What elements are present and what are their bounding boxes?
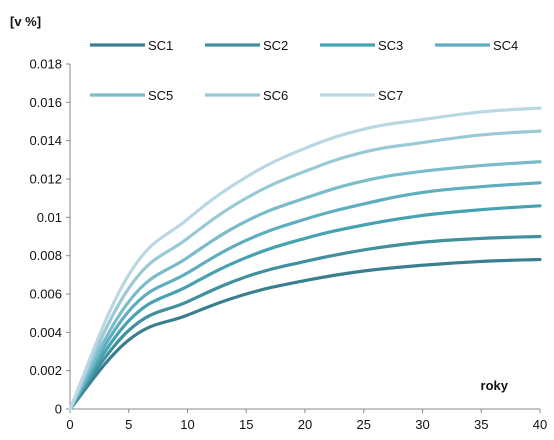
series-lines bbox=[68, 106, 542, 411]
axes: 0 0.002 0.004 0.006 0.008 0.01 0.012 0.014 0.016… bbox=[29, 57, 547, 433]
x-tick-label: 40 bbox=[533, 417, 547, 432]
x-tick-label: 5 bbox=[125, 417, 132, 432]
y-tick-label: 0.006 bbox=[29, 287, 62, 302]
series-line-sc3 bbox=[68, 204, 542, 411]
legend-label-sc7: SC7 bbox=[378, 88, 403, 103]
x-tick-label: 30 bbox=[415, 417, 429, 432]
x-tick-label: 35 bbox=[474, 417, 488, 432]
series-line-sc4 bbox=[68, 181, 542, 411]
legend: SC1 SC2 SC3 SC4 SC5 SC6 SC7 bbox=[90, 38, 518, 103]
series-line-sc5 bbox=[68, 160, 542, 411]
x-tick-label: 0 bbox=[66, 417, 73, 432]
y-tick-label: 0.016 bbox=[29, 95, 62, 110]
legend-label-sc6: SC6 bbox=[263, 88, 288, 103]
y-tick-label: 0.014 bbox=[29, 133, 62, 148]
series-line-sc6 bbox=[68, 129, 542, 411]
y-tick-label: 0.01 bbox=[37, 210, 62, 225]
series-line-sc7 bbox=[68, 106, 542, 411]
y-tick-label: 0.018 bbox=[29, 57, 62, 72]
legend-label-sc3: SC3 bbox=[378, 38, 403, 53]
series-line-sc2 bbox=[68, 234, 542, 411]
x-tick-label: 15 bbox=[239, 417, 253, 432]
x-tick-label: 20 bbox=[298, 417, 312, 432]
x-tick-label: 25 bbox=[357, 417, 371, 432]
y-tick-label: 0.012 bbox=[29, 172, 62, 187]
legend-label-sc2: SC2 bbox=[263, 38, 288, 53]
y-axis-title: [v %] bbox=[10, 14, 41, 29]
y-tick-label: 0 bbox=[55, 402, 62, 417]
y-tick-label: 0.004 bbox=[29, 325, 62, 340]
x-tick-label: 10 bbox=[180, 417, 194, 432]
legend-label-sc5: SC5 bbox=[148, 88, 173, 103]
y-tick-label: 0.002 bbox=[29, 363, 62, 378]
y-tick-label: 0.008 bbox=[29, 248, 62, 263]
legend-label-sc4: SC4 bbox=[493, 38, 518, 53]
x-axis-title: roky bbox=[481, 378, 509, 393]
legend-label-sc1: SC1 bbox=[148, 38, 173, 53]
series-line-sc1 bbox=[68, 257, 542, 411]
